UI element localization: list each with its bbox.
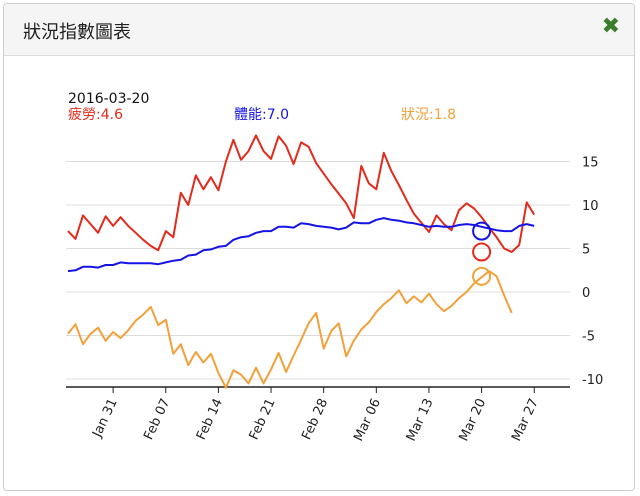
x-tick-label: Mar 27 [509,396,542,443]
series-line-疲勞 [67,134,536,253]
grid-lines [66,161,570,380]
x-tick-label: Mar 20 [457,396,490,443]
y-tick-label: 0 [582,286,590,301]
y-tick-label: -5 [582,330,595,345]
panel-header: 狀況指數圖表 ✖ [4,4,634,56]
close-x-icon[interactable]: ✖ [601,14,620,39]
x-tick-label: Feb 21 [247,396,279,442]
highlight-marker-體能 [472,221,492,241]
x-tick-label: Mar 06 [351,396,384,443]
y-axis: 15 10 5 0 -5 -10 [582,156,603,389]
readout-form: 狀況:1.8 [401,107,456,123]
y-tick-label: 10 [582,199,599,214]
readout-date: 2016-03-20 [68,91,149,107]
highlight-marker-狀況 [472,266,492,286]
x-tick-label: Feb 28 [299,396,331,442]
readout-fatigue: 疲勞:4.6 [68,106,123,123]
series-line-狀況 [67,270,513,389]
x-tick-label: Feb 14 [194,396,226,442]
series-line-體能 [67,217,535,273]
y-tick-label: 5 [582,243,590,258]
x-axis: Jan 31 Feb 07 Feb 14 Feb 21 Feb 28 Mar 06 Mar … [66,386,570,444]
readout-fitness: 體能:7.0 [234,107,289,123]
panel-title: 狀況指數圖表 [23,22,131,43]
x-tick-label: Feb 07 [141,396,173,442]
x-tick-label: Mar 13 [404,396,437,443]
series-lines [67,134,536,389]
x-tick-label: Jan 31 [90,396,121,440]
highlight-markers [472,221,492,286]
y-tick-label: -10 [582,373,603,388]
y-tick-label: 15 [582,156,599,171]
chart-panel: 狀況指數圖表 ✖ [3,3,635,491]
highlight-marker-疲勞 [472,242,492,262]
